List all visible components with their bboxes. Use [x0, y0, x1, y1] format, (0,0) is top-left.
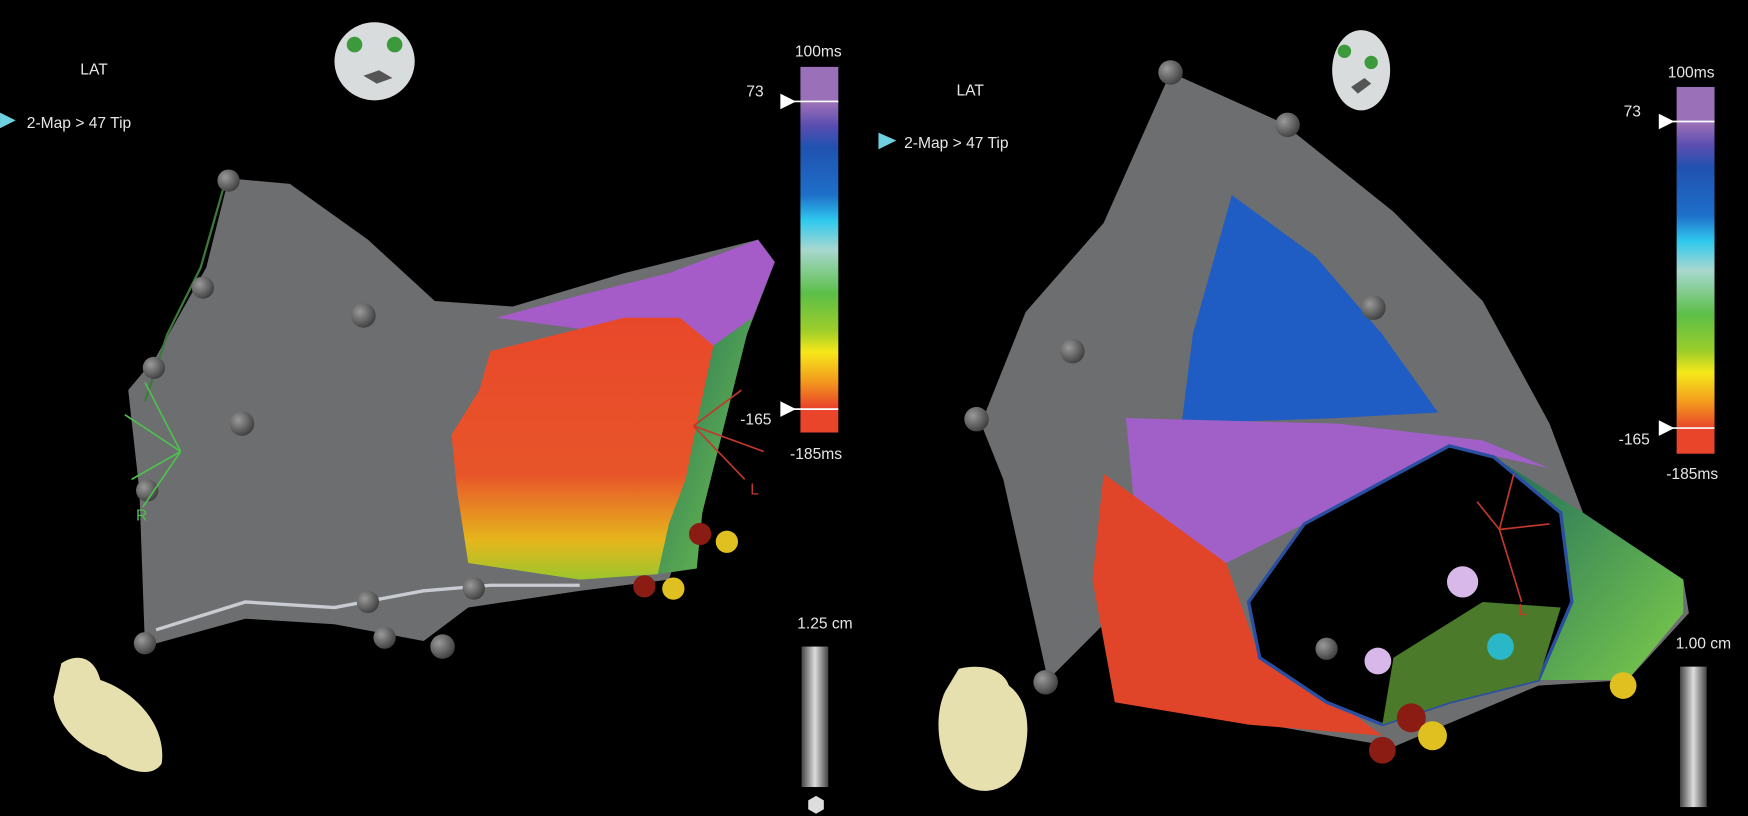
- axis-label: L: [1518, 602, 1527, 619]
- axis-label: L: [750, 482, 759, 499]
- distance-bar: [801, 646, 829, 788]
- ablation-point: [688, 522, 712, 546]
- threshold-arrow: [1658, 420, 1675, 436]
- ablation-point: [662, 577, 685, 600]
- ablation-point: [1396, 703, 1426, 733]
- green-region: [657, 267, 770, 575]
- face-eye: [346, 36, 363, 53]
- face-eye: [1337, 44, 1352, 58]
- color-bar: [1676, 86, 1715, 454]
- marker-point: [1364, 647, 1392, 675]
- tag-points: [964, 60, 1386, 695]
- ablation-point: [1418, 721, 1447, 751]
- left-panel: LAT 2-Map > 47 Tip R L: [0, 22, 853, 814]
- ablation-point: [633, 575, 656, 598]
- heart-icon: [938, 666, 1028, 791]
- right-panel: LAT 2-Map > 47 Tip L 100ms: [878, 30, 1731, 808]
- scale-lower: -165: [1619, 431, 1651, 448]
- green-region: [1382, 601, 1561, 725]
- marker-point: [1487, 633, 1514, 660]
- ablation-point: [1368, 736, 1396, 764]
- orientation-face: [334, 22, 415, 101]
- map-name: 2-Map > 47 Tip: [27, 115, 132, 132]
- map-type: LAT: [80, 61, 108, 78]
- color-bar: [800, 66, 839, 433]
- distance-scale: 1.00 cm: [1676, 635, 1731, 652]
- pointer: [878, 132, 897, 150]
- purple-region: [496, 239, 775, 346]
- heart-icon: [53, 657, 163, 773]
- face-eye: [1364, 55, 1378, 70]
- scale-upper: 73: [746, 84, 763, 101]
- map-name: 2-Map > 47 Tip: [904, 135, 1009, 152]
- axis-marker: [124, 381, 182, 508]
- map-type: LAT: [956, 83, 984, 100]
- marker-point: [1446, 566, 1479, 598]
- scale-bottom: -185ms: [1666, 466, 1718, 483]
- tag-points: [133, 169, 485, 659]
- face-eye: [386, 36, 403, 53]
- axis-label: R: [136, 507, 147, 524]
- purple-region: [1125, 418, 1550, 563]
- face-nose: [363, 70, 393, 84]
- distance-scale: 1.25 cm: [797, 615, 852, 632]
- axis-marker: [692, 389, 764, 480]
- pointer: [0, 112, 16, 129]
- axis-marker: [1476, 473, 1550, 603]
- scale-upper: 73: [1624, 104, 1641, 121]
- scale-top: 100ms: [1668, 65, 1715, 82]
- early-activation-region: [451, 317, 714, 580]
- face-nose: [1351, 78, 1372, 94]
- blue-region: [1181, 195, 1439, 424]
- ablation-point: [1609, 672, 1637, 699]
- ablation-point: [715, 530, 738, 553]
- scale-lower: -165: [740, 411, 772, 428]
- border-line: [155, 583, 580, 632]
- scale-top: 100ms: [795, 44, 842, 61]
- distance-bar: [1679, 666, 1707, 808]
- hexagon-icon: [808, 795, 824, 814]
- early-activation-region: [1092, 473, 1383, 736]
- orientation-face: [1332, 30, 1391, 111]
- scale-bottom: -185ms: [790, 446, 842, 463]
- threshold-arrow: [780, 401, 796, 417]
- threshold-arrow: [1658, 113, 1675, 130]
- threshold-arrow: [780, 93, 796, 110]
